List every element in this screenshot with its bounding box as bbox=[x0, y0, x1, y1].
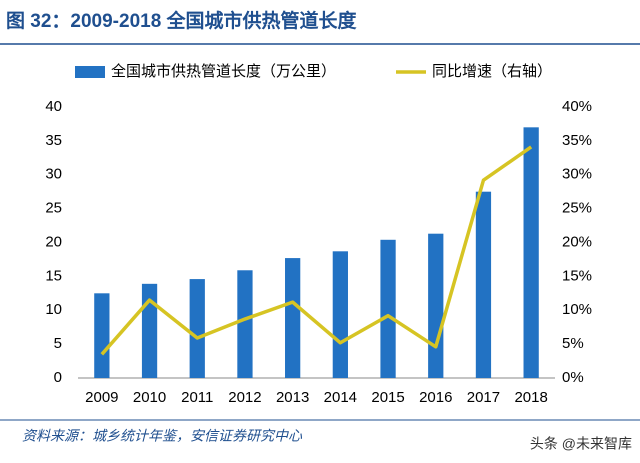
y-tick-label: 40 bbox=[45, 98, 62, 115]
y-tick-label: 10 bbox=[45, 301, 62, 318]
y-tick-label: 25 bbox=[45, 200, 62, 217]
legend-swatch bbox=[75, 66, 105, 78]
bar bbox=[523, 127, 539, 378]
y2-tick-label: 25% bbox=[562, 200, 592, 217]
y2-tick-label: 0% bbox=[562, 369, 584, 386]
y-tick-label: 5 bbox=[54, 335, 62, 352]
y2-tick-label: 40% bbox=[562, 98, 592, 115]
y2-tick-label: 15% bbox=[562, 267, 592, 284]
y-tick-label: 35 bbox=[45, 132, 62, 149]
chart-title: 图 32：2009-2018 全国城市供热管道长度 bbox=[6, 9, 358, 32]
legend-label: 同比增速（右轴） bbox=[432, 63, 552, 80]
y2-tick-label: 20% bbox=[562, 233, 592, 250]
x-tick-label: 2011 bbox=[181, 389, 213, 406]
line bbox=[100, 145, 533, 356]
y-tick-label: 30 bbox=[45, 166, 62, 183]
x-tick-label: 2018 bbox=[514, 389, 547, 406]
bar bbox=[332, 251, 348, 378]
x-tick-label: 2010 bbox=[133, 389, 166, 406]
y-tick-label: 0 bbox=[54, 369, 62, 386]
bar bbox=[428, 233, 444, 378]
x-tick-label: 2009 bbox=[85, 389, 118, 406]
x-tick-label: 2017 bbox=[467, 389, 500, 406]
source: 资料来源：城乡统计年鉴，安信证券研究中心 bbox=[22, 428, 303, 444]
watermark: 头条 @未来智库 bbox=[530, 436, 632, 452]
bar bbox=[285, 258, 301, 378]
y-tick-label: 15 bbox=[45, 267, 62, 284]
y2-tick-label: 5% bbox=[562, 335, 584, 352]
x-tick-label: 2016 bbox=[419, 389, 452, 406]
bar bbox=[380, 239, 396, 378]
x-tick-label: 2014 bbox=[324, 389, 357, 406]
bar bbox=[237, 270, 253, 378]
x-tick-label: 2013 bbox=[276, 389, 309, 406]
legend-label: 全国城市供热管道长度（万公里） bbox=[111, 62, 336, 80]
y2-tick-label: 30% bbox=[562, 166, 592, 183]
bar bbox=[141, 283, 158, 378]
bar bbox=[94, 293, 110, 378]
x-tick-label: 2012 bbox=[228, 389, 261, 406]
bar bbox=[475, 191, 492, 378]
y2-tick-label: 35% bbox=[562, 132, 592, 149]
y2-tick-label: 10% bbox=[562, 301, 592, 318]
bar bbox=[189, 279, 205, 378]
x-tick-label: 2015 bbox=[371, 389, 404, 406]
y-tick-label: 20 bbox=[45, 233, 62, 250]
